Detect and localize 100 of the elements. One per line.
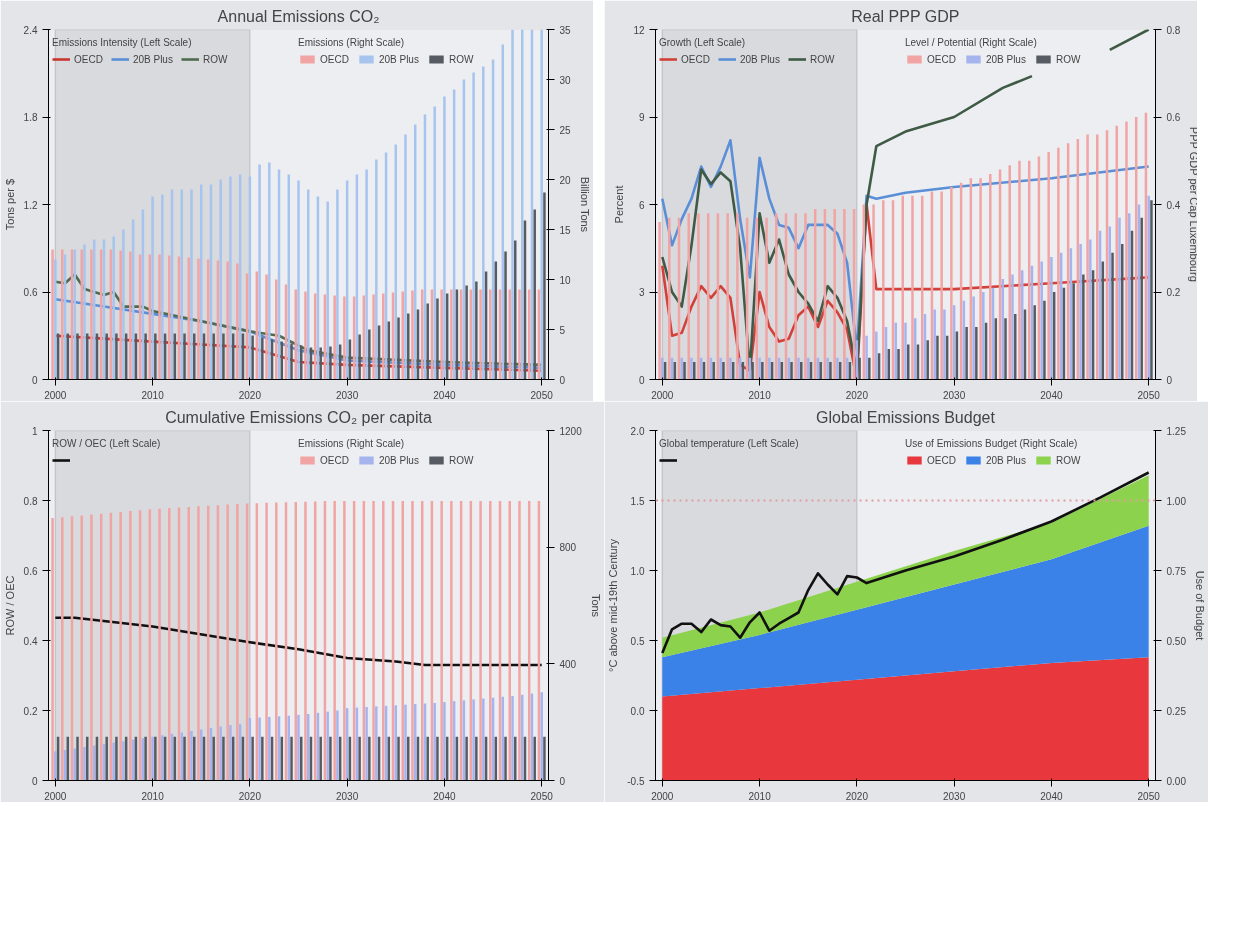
chart-title: Real PPP GDP [851,7,960,25]
legend-label: OECD [681,53,710,65]
x-tick-label: 2010 [748,389,772,401]
y-tick-label: 0.6 [23,287,38,298]
legend-label: OECD [320,454,349,466]
y2-tick-label: 1200 [559,425,583,437]
legend-label: ROW [1055,53,1081,65]
y-tick-label: 0.2 [23,705,38,717]
legend-label: 20B Plus [132,53,173,65]
x-tick-label: 2020 [238,790,262,802]
x-tick-label: 2000 [44,389,67,401]
legend-label: OECD [74,53,103,65]
annotation: ROW / OEC (Left Scale) [52,438,161,449]
y2-axis-title: Use of Budget [1193,570,1206,641]
y2-axis-title: Tons [589,593,602,618]
legend-label: OECD [320,53,349,65]
y-tick-label: 1.5 [630,495,645,507]
y2-tick-label: 0.00 [1166,775,1187,787]
y2-tick-label: 1.25 [1166,425,1187,437]
annotation: Emissions (Right Scale) [298,37,406,48]
legend-label: OECD [927,454,956,466]
legend-label: ROW [448,454,474,466]
y-tick-label: 0.0 [630,705,645,717]
y-tick-label: 0 [31,374,38,386]
annotation: Global temperature (Left Scale) [659,438,799,449]
y-tick-label: 2.4 [23,24,38,36]
y2-tick-label: 400 [559,658,577,670]
x-tick-label: 2030 [336,790,359,802]
x-tick-label: 2050 [530,790,554,802]
x-tick-label: 2000 [651,790,674,802]
legend-label: 20B Plus [739,53,780,65]
x-tick-label: 2020 [845,790,869,802]
y-tick-label: 9 [638,112,645,123]
x-tick-label: 2020 [845,389,869,401]
y-tick-label: 0.5 [630,635,645,647]
y2-tick-label: 0.2 [1166,287,1181,298]
x-tick-label: 2030 [943,790,966,802]
y-axis-title: ROW / OEC [3,575,16,636]
legend-label: ROW [1055,454,1081,466]
annotation: Level / Potential (Right Scale) [905,37,1038,48]
y2-axis-title: Billion Tons [578,176,591,233]
annotation: Use of Emissions Budget (Right Scale) [905,438,1079,449]
x-tick-label: 2050 [1137,790,1161,802]
y2-tick-label: 15 [559,224,572,236]
y2-tick-label: 0 [559,374,566,386]
x-tick-label: 2010 [748,790,772,802]
y-tick-label: 0 [31,775,38,787]
y2-tick-label: 0.8 [1166,24,1181,36]
y2-tick-label: 0 [1166,374,1173,386]
y-axis-title: Percent [613,185,626,224]
y2-tick-label: 1.00 [1166,495,1187,507]
y2-tick-label: 0.50 [1166,635,1187,647]
y-tick-label: 0.4 [23,635,38,647]
y-axis-title: Tons per $ [3,178,16,231]
y-tick-label: 3 [638,287,645,298]
y2-tick-label: 800 [559,542,577,554]
x-tick-label: 2040 [1040,389,1063,401]
annotation: Growth (Left Scale) [659,37,747,48]
legend-label: 20B Plus [985,53,1026,65]
chart-title: Annual Emissions CO₂ [217,7,380,25]
x-tick-label: 2040 [433,389,456,401]
legend-label: ROW [202,53,228,65]
y2-tick-label: 5 [559,324,566,336]
y-tick-label: 0.8 [23,495,38,507]
x-tick-label: 2050 [1137,389,1161,401]
y2-tick-label: 30 [559,74,572,86]
legend-label: 20B Plus [985,454,1026,466]
chart-title: Global Emissions Budget [816,408,996,426]
y2-tick-label: 0.25 [1166,705,1187,717]
x-tick-label: 2020 [238,389,262,401]
y-tick-label: 12 [633,24,645,36]
y-tick-label: 0.6 [23,565,38,577]
legend-label: 20B Plus [378,454,419,466]
y2-tick-label: 0 [559,775,566,787]
x-tick-label: 2030 [943,389,966,401]
y-tick-label: 1.8 [23,112,38,123]
y2-tick-label: 25 [559,124,572,136]
y-tick-label: 1.2 [23,199,38,211]
x-tick-label: 2040 [433,790,456,802]
x-tick-label: 2010 [141,389,165,401]
x-tick-label: 2050 [530,389,554,401]
y2-tick-label: 20 [559,174,572,186]
x-tick-label: 2000 [44,790,67,802]
legend-label: OECD [927,53,956,65]
x-tick-label: 2000 [651,389,674,401]
annotation: Emissions (Right Scale) [298,438,406,449]
y2-tick-label: 0.6 [1166,112,1181,123]
annotation: Emissions Intensity (Left Scale) [52,37,193,48]
y-tick-label: 1 [31,425,38,437]
y-tick-label: 2.0 [630,425,645,437]
x-tick-label: 2030 [336,389,359,401]
legend-label: 20B Plus [378,53,419,65]
y-tick-label: 1.0 [630,565,645,577]
y-tick-label: -0.5 [627,775,645,787]
x-tick-label: 2040 [1040,790,1063,802]
legend-label: ROW [448,53,474,65]
y-tick-label: 6 [638,199,645,211]
y-tick-label: 0 [638,374,645,386]
y2-tick-label: 0.75 [1166,565,1187,577]
y-axis-title: °C above mid-19th Century [607,538,620,672]
